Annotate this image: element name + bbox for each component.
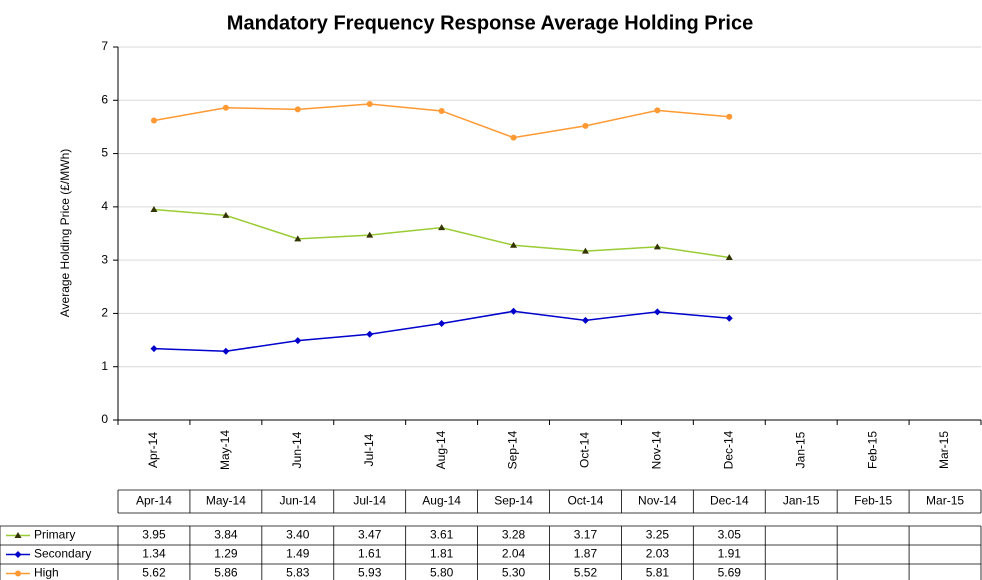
marker [581, 316, 589, 324]
table-header: Aug-14 [422, 494, 461, 508]
marker [725, 253, 733, 260]
table-cell: 5.86 [214, 566, 238, 580]
table-cell: 1.49 [286, 547, 310, 561]
table-cell: 5.83 [286, 566, 310, 580]
x-tick-label: Apr-14 [146, 432, 160, 468]
marker [150, 117, 157, 124]
table-cell: 3.05 [718, 528, 742, 542]
x-tick-label: Jun-14 [290, 431, 304, 468]
x-tick-label: Mar-15 [937, 431, 951, 469]
legend-label: High [34, 566, 59, 580]
marker [654, 107, 661, 114]
table-cell: 3.61 [430, 528, 454, 542]
chart-title: Mandatory Frequency Response Average Hol… [227, 12, 753, 34]
marker [510, 241, 518, 248]
table-header: Dec-14 [710, 494, 749, 508]
y-tick-label: 2 [101, 306, 108, 320]
marker [14, 532, 22, 538]
table-header: Nov-14 [638, 494, 677, 508]
table-cell: 3.95 [142, 528, 166, 542]
marker [725, 314, 733, 322]
table-cell: 1.87 [574, 547, 598, 561]
marker [366, 231, 374, 238]
table-header: Jun-14 [279, 494, 316, 508]
table-cell: 3.47 [358, 528, 382, 542]
table-header: Feb-15 [854, 494, 892, 508]
table-cell: 5.69 [718, 566, 742, 580]
table-cell: 1.34 [142, 547, 166, 561]
x-tick-label: Jul-14 [362, 433, 376, 466]
table-cell: 1.81 [430, 547, 454, 561]
table-header: Sep-14 [494, 494, 533, 508]
marker [510, 307, 518, 315]
series-line [153, 310, 730, 353]
marker [222, 211, 230, 218]
marker [366, 330, 374, 338]
table-cell: 3.40 [286, 528, 310, 542]
marker [150, 206, 158, 213]
x-tick-label: Feb-15 [865, 431, 879, 469]
table-header: Jul-14 [353, 494, 386, 508]
marker [438, 107, 445, 114]
marker [15, 570, 21, 577]
marker [510, 134, 517, 141]
table-cell: 3.28 [502, 528, 526, 542]
x-tick-label: Aug-14 [434, 430, 448, 469]
marker [294, 235, 302, 242]
marker [581, 247, 589, 254]
x-tick-label: Dec-14 [721, 430, 735, 469]
y-axis-label: Average Holding Price (£/MWh) [58, 149, 72, 318]
y-tick-label: 1 [101, 359, 108, 373]
marker [222, 104, 229, 111]
table-cell: 1.61 [358, 547, 382, 561]
marker [366, 101, 373, 108]
table-header: Apr-14 [136, 494, 172, 508]
marker [726, 113, 733, 120]
x-tick-label: Jan-15 [793, 431, 807, 468]
table-header: Mar-15 [926, 494, 964, 508]
x-tick-label: Nov-14 [650, 430, 664, 469]
table-cell: 5.80 [430, 566, 454, 580]
legend-label: Secondary [34, 547, 91, 561]
marker [222, 347, 230, 355]
marker [294, 337, 302, 345]
y-tick-label: 6 [101, 92, 108, 106]
table-cell: 3.17 [574, 528, 598, 542]
table-cell: 3.25 [646, 528, 670, 542]
table-cell: 5.62 [142, 566, 166, 580]
table-cell: 2.03 [646, 547, 670, 561]
marker [294, 106, 301, 113]
y-tick-label: 4 [101, 199, 108, 213]
table-cell: 1.29 [214, 547, 238, 561]
table-header: Jan-15 [783, 494, 820, 508]
table-cell: 5.30 [502, 566, 526, 580]
legend-label: Primary [34, 528, 75, 542]
x-tick-label: May-14 [218, 430, 232, 470]
y-tick-label: 5 [101, 146, 108, 160]
y-tick-label: 0 [101, 412, 108, 426]
table-cell: 1.91 [718, 547, 742, 561]
marker [582, 122, 589, 129]
y-tick-label: 7 [101, 39, 108, 53]
table-cell: 5.81 [646, 566, 670, 580]
x-tick-label: Oct-14 [578, 432, 592, 468]
y-tick-label: 3 [101, 252, 108, 266]
table-cell: 5.52 [574, 566, 598, 580]
marker [150, 345, 158, 353]
x-tick-label: Sep-14 [506, 430, 520, 469]
table-cell: 5.93 [358, 566, 382, 580]
marker [653, 308, 661, 316]
marker [653, 243, 661, 250]
marker [438, 320, 446, 328]
table-cell: 3.84 [214, 528, 238, 542]
series-line [153, 208, 730, 259]
table-header: Oct-14 [567, 494, 603, 508]
marker [438, 224, 446, 231]
table-header: May-14 [206, 494, 246, 508]
table-cell: 2.04 [502, 547, 526, 561]
marker [14, 551, 22, 558]
